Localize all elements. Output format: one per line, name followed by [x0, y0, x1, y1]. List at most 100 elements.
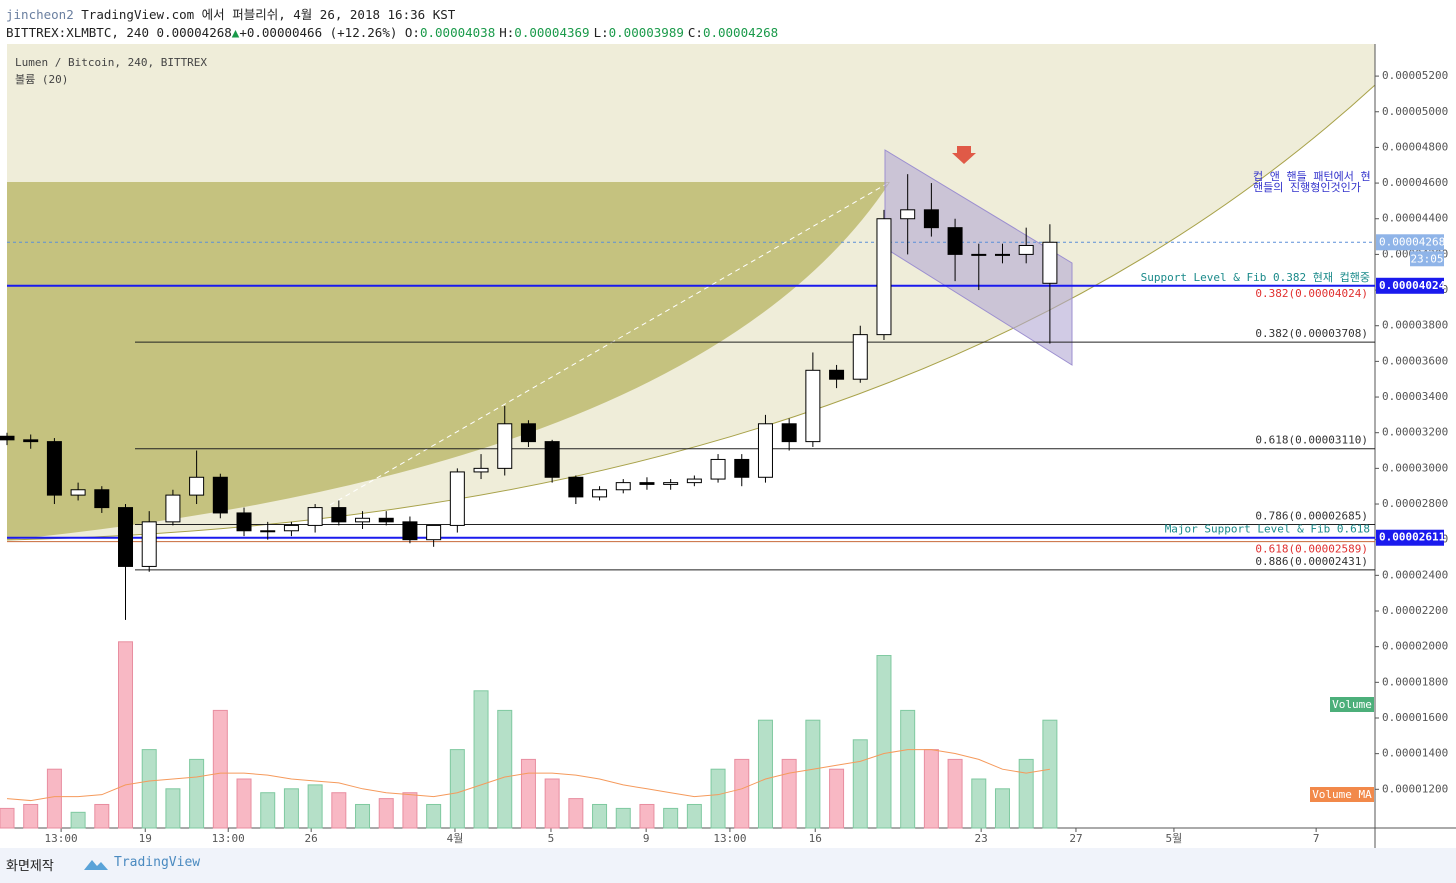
candle-body — [568, 476, 584, 498]
volume-bar — [757, 719, 773, 829]
support-note: Major Support Level & Fib 0.618 — [1165, 523, 1370, 536]
candle-body — [900, 209, 916, 220]
volume-bar — [734, 758, 750, 829]
volume-bar — [805, 719, 821, 829]
ohlc-key: H: — [499, 25, 515, 40]
candle-body — [923, 209, 939, 229]
y-tick-label: 0.00002000 — [1382, 640, 1448, 653]
volume-bar — [141, 749, 157, 829]
y-tick-label: 0.00003800 — [1382, 319, 1448, 332]
caption: 화면제작 — [6, 859, 54, 874]
price-tag-label: 0.00002611 — [1379, 531, 1446, 544]
y-tick-label: 0.00002800 — [1382, 497, 1448, 510]
ohlc: O:0.00004038 H:0.00004369 L:0.00003989 C:0.… — [405, 25, 782, 40]
candle-body — [236, 512, 252, 532]
volume-bar — [829, 768, 845, 829]
volume-bar — [520, 758, 536, 829]
volume-bar — [283, 788, 299, 829]
candle-body — [118, 507, 134, 567]
volume-bar — [544, 778, 560, 829]
volume-bar — [378, 798, 394, 829]
volume-bar — [94, 803, 110, 829]
fib-label-red: 0.618(0.00002589) — [1255, 543, 1368, 556]
volume-bar — [663, 807, 679, 829]
candle-body — [876, 218, 892, 336]
volume-ma-legend-bg — [1310, 787, 1374, 802]
volume-bar — [592, 803, 608, 829]
volume-bar — [1042, 719, 1058, 829]
candle-body — [283, 524, 299, 532]
header-line: jincheon2 TradingView.com 에서 퍼블리쉬, 4월 26… — [6, 6, 782, 24]
fib-label-red: 0.382(0.00004024) — [1255, 287, 1368, 300]
volume-bar — [947, 758, 963, 829]
volume-legend: Volume — [1332, 698, 1372, 711]
candle-body — [355, 517, 371, 523]
candle-body — [378, 517, 394, 523]
x-tick-label: 4월 — [447, 832, 464, 845]
x-tick-label: 23 — [975, 832, 988, 845]
volume-bar — [923, 749, 939, 829]
candle-body — [994, 253, 1010, 256]
y-tick-label: 0.00003200 — [1382, 426, 1448, 439]
volume-ma — [6, 749, 1050, 802]
candle-body — [260, 530, 276, 533]
down-arrow — [952, 146, 976, 164]
y-tick-label: 0.00001200 — [1382, 782, 1448, 795]
countdown: 23:05 — [1410, 252, 1443, 265]
y-tick-label: 0.00003600 — [1382, 354, 1448, 367]
candle-body — [592, 489, 608, 498]
volume-bar — [236, 778, 252, 829]
chart: Lumen / Bitcoin, 240, BITTREX 볼륨 (20) 0.… — [0, 44, 1456, 848]
candle-body — [46, 441, 62, 496]
volume-bar — [876, 655, 892, 829]
candle-body — [663, 482, 679, 485]
last-price-tag — [1376, 234, 1444, 251]
change: +0.00000466 (+12.26%) — [239, 25, 398, 40]
support-note: Support Level & Fib 0.382 현재 컵핸중 — [1141, 271, 1370, 284]
volume-bar — [568, 798, 584, 829]
user: jincheon2 — [6, 7, 74, 22]
candle-body — [1018, 244, 1034, 255]
x-tick-label: 13:00 — [713, 832, 746, 845]
candle-body — [0, 435, 15, 441]
candle-body — [307, 507, 323, 526]
fib-label: 0.382(0.00003708) — [1255, 327, 1368, 340]
quote-line: BITTREX:XLMBTC, 240 0.00004268▲+0.000004… — [6, 24, 782, 42]
ohlc-key: L: — [593, 25, 609, 40]
candle-body — [544, 441, 560, 478]
price: 0.00004268 — [156, 25, 232, 40]
published: TradingView.com 에서 퍼블리쉬, 4월 26, 2018 16:… — [81, 7, 456, 22]
brand: TradingView — [114, 855, 201, 870]
annotation: 컵 앤 핸들 패턴에서 현 — [1253, 170, 1371, 183]
volume-bar — [23, 803, 39, 829]
price-tag — [1376, 277, 1444, 294]
volume-bar — [189, 758, 205, 829]
last-price-label: 0.00004268 — [1379, 235, 1445, 248]
y-tick-label: 0.00002400 — [1382, 568, 1448, 581]
x-tick-label: 19 — [139, 832, 152, 845]
x-tick-label: 27 — [1069, 832, 1082, 845]
candle-body — [94, 489, 110, 509]
y-tick-label: 0.00004800 — [1382, 140, 1448, 153]
countdown-tag — [1410, 251, 1444, 267]
volume-bar — [402, 792, 418, 829]
ohlc-value: 0.00003989 — [608, 25, 684, 40]
fib-label: 0.618(0.00003110) — [1255, 434, 1368, 447]
symbol: BITTREX:XLMBTC, 240 — [6, 25, 149, 40]
fib-label: 0.786(0.00002685) — [1255, 510, 1368, 523]
candle-body — [70, 489, 86, 496]
price-tag — [1376, 529, 1444, 546]
annotation: 핸들의 진행형인것인가 — [1253, 181, 1361, 194]
volume-bar — [0, 807, 15, 829]
volume-legend-bg — [1330, 697, 1374, 712]
volume-bar — [639, 803, 655, 829]
volume-bar — [118, 641, 134, 829]
y-tick-label: 0.00002200 — [1382, 604, 1448, 617]
x-tick-label: 5월 — [1166, 832, 1183, 845]
volume-bar — [70, 811, 86, 829]
candle-body — [23, 439, 39, 443]
volume-bar — [900, 709, 916, 829]
x-tick-label: 5 — [548, 832, 555, 845]
volume-bar — [994, 788, 1010, 829]
candle-body — [734, 458, 750, 478]
